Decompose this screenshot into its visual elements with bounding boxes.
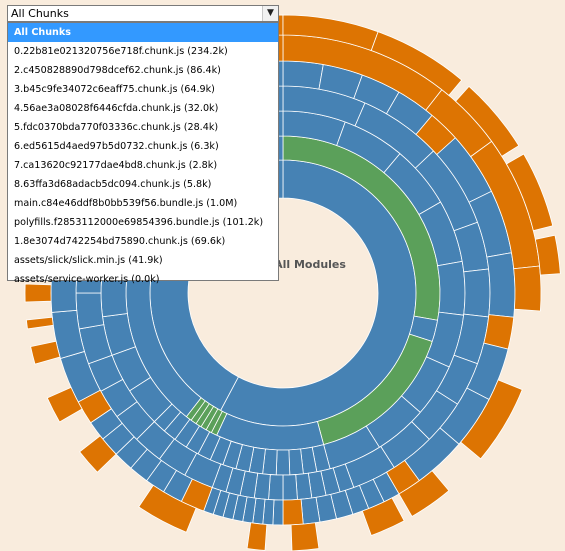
dropdown-option[interactable]: 8.63ffa3d68adacb5dc094.chunk.js (5.8k) bbox=[14, 179, 212, 190]
dropdown-option[interactable]: main.c84e46ddf8b0bb539f56.bundle.js (1.0… bbox=[14, 198, 238, 209]
dropdown-option[interactable]: assets/service-worker.js (0.0k) bbox=[14, 274, 160, 285]
sunburst-segment-60[interactable] bbox=[282, 474, 298, 501]
chunk-select[interactable]: All Chunks ▼ bbox=[7, 5, 279, 22]
center-label: All Modules bbox=[274, 258, 346, 271]
sunburst-segment-145[interactable] bbox=[455, 85, 520, 157]
dropdown-option[interactable]: 2.c450828890d798dcef62.chunk.js (86.4k) bbox=[14, 65, 221, 76]
sunburst-segment-135[interactable] bbox=[138, 484, 197, 533]
sunburst-segment-134[interactable] bbox=[246, 522, 268, 551]
sunburst-segment-26[interactable] bbox=[275, 449, 291, 476]
sunburst-segment-144[interactable] bbox=[370, 31, 463, 96]
chevron-down-icon[interactable]: ▼ bbox=[262, 6, 278, 21]
sunburst-segment-129[interactable] bbox=[513, 265, 542, 312]
dropdown-option[interactable]: 5.fdc0370bda770f03336c.chunk.js (28.4k) bbox=[14, 122, 219, 133]
dropdown-option[interactable]: polyfills.f2853112000e69854396.bundle.js… bbox=[14, 217, 264, 228]
dropdown-option[interactable]: 4.56ae3a08028f6446cfda.chunk.js (32.0k) bbox=[14, 103, 219, 114]
sunburst-segment-138[interactable] bbox=[30, 340, 61, 365]
dropdown-option[interactable]: 7.ca13620c92177dae4bd8.chunk.js (2.8k) bbox=[14, 160, 218, 171]
sunburst-segment-139[interactable] bbox=[25, 316, 54, 330]
sunburst-segment-61[interactable] bbox=[268, 474, 284, 501]
dropdown-option[interactable]: 1.8e3074d742254bd75890.chunk.js (69.6k) bbox=[14, 236, 226, 247]
dropdown-option[interactable]: 3.b45c9fe34072c6eaff75.chunk.js (64.9k) bbox=[14, 84, 215, 95]
dropdown-option[interactable]: All Chunks bbox=[8, 23, 278, 42]
sunburst-segment-146[interactable] bbox=[505, 153, 554, 232]
dropdown-option[interactable]: 0.22b81e021320756e718f.chunk.js (234.2k) bbox=[14, 46, 228, 57]
sunburst-segment-100[interactable] bbox=[282, 498, 304, 526]
sunburst-segment-140[interactable] bbox=[24, 283, 52, 303]
sunburst-segment-73[interactable] bbox=[75, 292, 105, 330]
sunburst-segment-132[interactable] bbox=[361, 497, 405, 536]
sunburst-segment-136[interactable] bbox=[79, 435, 117, 473]
sunburst-segment-18[interactable] bbox=[437, 260, 466, 316]
sunburst-segment-25[interactable] bbox=[288, 448, 304, 476]
sunburst-segment-50[interactable] bbox=[463, 268, 491, 318]
sunburst-segment-147[interactable] bbox=[534, 234, 561, 276]
sunburst-segment-88[interactable] bbox=[486, 252, 516, 318]
sunburst-segment-133[interactable] bbox=[290, 522, 320, 551]
sunburst-segment-131[interactable] bbox=[398, 470, 450, 517]
chunk-select-value: All Chunks bbox=[11, 7, 69, 20]
sunburst-segment-130[interactable] bbox=[460, 379, 523, 460]
dropdown-option[interactable]: 6.ed5615d4aed97b5d0732.chunk.js (6.3k) bbox=[14, 141, 219, 152]
sunburst-segment-81[interactable] bbox=[282, 60, 324, 90]
sunburst-segment-137[interactable] bbox=[46, 386, 83, 423]
chunk-dropdown-list[interactable]: All Chunks 0.22b81e021320756e718f.chunk.j… bbox=[7, 22, 279, 285]
dropdown-option[interactable]: assets/slick/slick.min.js (41.9k) bbox=[14, 255, 163, 266]
sunburst-segment-101[interactable] bbox=[272, 499, 284, 526]
